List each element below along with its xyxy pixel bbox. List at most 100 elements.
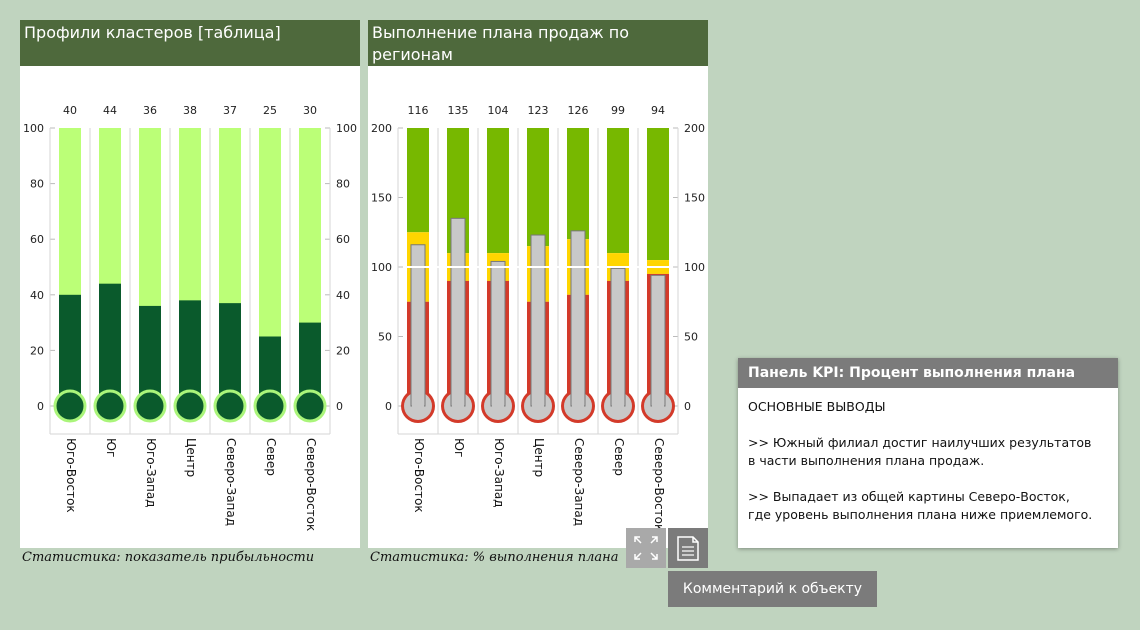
- data-label: 36: [143, 104, 157, 117]
- y-tick-label: 100: [23, 122, 44, 135]
- y-tick-label: 150: [371, 192, 392, 205]
- bar-stem-join: [532, 398, 544, 408]
- kpi-panel-body: ОСНОВНЫЕ ВЫВОДЫ >> Южный филиал достиг н…: [738, 388, 1118, 524]
- thermometer-bulb: [133, 389, 167, 423]
- thermometer-bulb: [93, 389, 127, 423]
- bar: [530, 234, 546, 407]
- expand-button[interactable]: [626, 528, 666, 568]
- data-label: 30: [303, 104, 317, 117]
- data-label: 25: [263, 104, 277, 117]
- y-tick-label: 0: [684, 400, 691, 413]
- x-tick-label: Юго-Запад: [144, 438, 158, 507]
- bar: [219, 303, 241, 406]
- kpi-panel: Панель KPI: Процент выполнения плана ОСН…: [738, 358, 1118, 548]
- x-tick-label: Юго-Запад: [492, 438, 506, 507]
- bar: [490, 260, 506, 407]
- kpi-text-line: >> Южный филиал достиг наилучших результ…: [748, 435, 1092, 450]
- band-green: [527, 128, 549, 247]
- x-tick-label: Центр: [532, 438, 546, 477]
- data-label: 37: [223, 104, 237, 117]
- y-tick-label: 50: [684, 331, 698, 344]
- kpi-text-line: >> Выпадает из общей картины Северо-Вост…: [748, 489, 1070, 504]
- x-tick-label: Север: [612, 438, 626, 476]
- y-tick-label: 100: [336, 122, 357, 135]
- bar: [610, 267, 626, 407]
- bar: [59, 294, 81, 406]
- band-green: [647, 128, 669, 261]
- chart-caption: Статистика: показатель прибыльности: [22, 550, 315, 565]
- x-tick-label: Центр: [184, 438, 198, 477]
- kpi-text-line: где уровень выполнения плана ниже приемл…: [748, 507, 1093, 522]
- data-label: 44: [103, 104, 117, 117]
- data-label: 123: [528, 104, 549, 117]
- bar-stem-join: [492, 398, 504, 408]
- x-tick-label: Северо-Запад: [572, 438, 586, 526]
- band-green: [607, 128, 629, 254]
- thermometer-bulb: [213, 389, 247, 423]
- chart-caption: Статистика: % выполнения плана: [370, 550, 619, 565]
- y-tick-label: 40: [336, 289, 350, 302]
- chart-cluster-profiles: 0 0 20 20 40 40 60 60 80 80 100 100 40 Юго-Восток 44 Юг…: [23, 104, 357, 531]
- bar-stem-join: [452, 398, 464, 408]
- y-tick-label: 60: [30, 233, 44, 246]
- x-tick-label: Северо-Запад: [224, 438, 238, 526]
- data-label: 126: [568, 104, 589, 117]
- y-tick-label: 100: [684, 261, 705, 274]
- x-tick-label: Северо-Восток: [652, 438, 666, 531]
- data-label: 135: [448, 104, 469, 117]
- y-tick-label: 100: [371, 261, 392, 274]
- expand-icon: [634, 536, 658, 560]
- chart-title: Выполнение плана продаж по регионам: [368, 20, 708, 66]
- kpi-heading: ОСНОВНЫЕ ВЫВОДЫ: [748, 399, 886, 414]
- chart-title: Профили кластеров [таблица]: [20, 20, 360, 66]
- band-green: [487, 128, 509, 254]
- thermometer-bulb: [53, 389, 87, 423]
- y-tick-label: 200: [684, 122, 705, 135]
- thermometer-bulb: [173, 389, 207, 423]
- bar: [650, 274, 666, 407]
- y-tick-label: 200: [371, 122, 392, 135]
- y-tick-label: 80: [30, 178, 44, 191]
- thermometer-bulb: [253, 389, 287, 423]
- bar-stem-join: [572, 398, 584, 408]
- y-tick-label: 20: [336, 344, 350, 357]
- data-label: 99: [611, 104, 625, 117]
- bar: [179, 300, 201, 406]
- x-tick-label: Юг: [104, 438, 118, 457]
- data-label: 104: [488, 104, 509, 117]
- band-green: [567, 128, 589, 240]
- comment-button[interactable]: Комментарий к объекту: [668, 571, 877, 607]
- x-tick-label: Северо-Восток: [304, 438, 318, 531]
- y-tick-label: 150: [684, 192, 705, 205]
- chart-sales-plan: 0 0 50 50 100 100 150 150 200 200 116 Юго-Восток 135…: [371, 104, 705, 531]
- x-tick-label: Юг: [452, 438, 466, 457]
- y-tick-label: 50: [378, 331, 392, 344]
- data-label: 116: [408, 104, 429, 117]
- bar-stem-join: [412, 398, 424, 408]
- band-green: [407, 128, 429, 233]
- y-tick-label: 0: [37, 400, 44, 413]
- comment-icon-button[interactable]: [668, 528, 708, 568]
- bar-stem-join: [612, 398, 624, 408]
- bar: [99, 283, 121, 406]
- y-tick-label: 80: [336, 178, 350, 191]
- bar-stem-join: [652, 398, 664, 408]
- bar: [410, 244, 426, 407]
- bar: [450, 217, 466, 407]
- bar: [259, 336, 281, 406]
- data-label: 40: [63, 104, 77, 117]
- data-label: 38: [183, 104, 197, 117]
- data-label: 94: [651, 104, 665, 117]
- kpi-panel-title: Панель KPI: Процент выполнения плана: [738, 358, 1118, 388]
- x-tick-label: Юго-Восток: [64, 438, 78, 513]
- document-icon: [677, 536, 699, 561]
- chart-panel-cluster-profiles: Профили кластеров [таблица] 0 0 20 20 40 40 60…: [20, 20, 360, 548]
- y-tick-label: 20: [30, 344, 44, 357]
- chart-panel-sales-plan: Выполнение плана продаж по регионам 0 0 50…: [368, 20, 708, 548]
- bar: [570, 230, 586, 407]
- y-tick-label: 0: [385, 400, 392, 413]
- x-tick-label: Юго-Восток: [412, 438, 426, 513]
- thermometer-bulb: [293, 389, 327, 423]
- bar: [299, 322, 321, 406]
- x-tick-label: Север: [264, 438, 278, 476]
